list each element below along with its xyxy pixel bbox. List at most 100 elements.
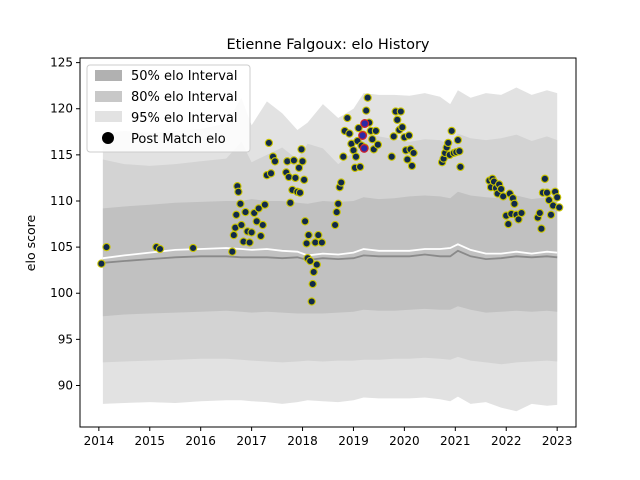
y-tick-label: 95 (58, 332, 73, 346)
y-axis-label: elo score (23, 215, 38, 272)
post-match-point (284, 172, 293, 182)
post-match-point (232, 210, 241, 219)
post-match-point (396, 107, 405, 116)
post-match-point (444, 138, 453, 148)
post-match-point (102, 242, 111, 252)
post-match-point (354, 123, 363, 133)
x-tick-label: 2014 (84, 434, 115, 448)
x-tick-label: 2018 (287, 434, 318, 448)
legend-label-post-match: Post Match elo (131, 132, 226, 147)
axes-frame (79, 57, 577, 428)
post-match-point (517, 208, 526, 218)
y-tick-label: 90 (58, 378, 73, 392)
legend-label-50: 50% elo Interval (131, 69, 238, 84)
legend-box (86, 64, 251, 153)
post-match-point (317, 238, 327, 247)
post-match-point (241, 207, 250, 217)
x-tick-label: 2015 (134, 434, 165, 448)
post-match-point (362, 106, 371, 115)
post-match-point (307, 297, 316, 306)
post-match-point (229, 230, 238, 240)
post-match-point (298, 157, 307, 166)
post-match-point (264, 138, 274, 148)
post-match-point (343, 113, 352, 123)
y-axis-ticks: 90 95 100 105 110 115 120 125 (50, 56, 80, 392)
post-match-point (510, 199, 519, 208)
post-match-point (258, 220, 267, 230)
post-match-point (404, 131, 414, 140)
post-match-point (334, 199, 343, 208)
post-match-point (295, 188, 305, 197)
interval-bands (102, 87, 558, 412)
x-tick-label: 2016 (185, 434, 216, 448)
post-match-point (299, 175, 309, 184)
post-match-point (312, 260, 321, 269)
post-match-point (555, 203, 564, 212)
post-match-point (300, 217, 310, 226)
post-match-point (447, 126, 456, 136)
mean-line (102, 243, 558, 260)
x-tick-label: 2017 (236, 434, 267, 448)
post-match-point (294, 163, 304, 172)
post-match-point (260, 200, 270, 209)
post-match-point (453, 135, 463, 145)
post-match-point (393, 115, 402, 124)
post-match-point (496, 184, 506, 194)
post-match-point (155, 244, 165, 254)
post-match-point (537, 224, 546, 233)
y-tick-label: 115 (50, 148, 73, 162)
center-lines (102, 243, 558, 264)
post-match-point (309, 267, 318, 277)
post-match-point (308, 279, 317, 289)
post-match-point (314, 230, 323, 240)
post-match-point (291, 173, 300, 183)
post-match-point (540, 174, 550, 183)
post-match-point (254, 204, 263, 213)
post-match-point (398, 123, 407, 132)
x-tick-label: 2021 (440, 434, 471, 448)
post-match-point (387, 152, 396, 161)
post-match-point (351, 152, 361, 161)
post-match-point (371, 126, 381, 136)
post-match-point-highlight (359, 143, 369, 153)
post-match-point (286, 198, 295, 207)
post-match-point (553, 193, 562, 202)
post-match-point-highlight (358, 131, 368, 140)
post-match-point (256, 231, 265, 241)
post-match-point (455, 147, 464, 156)
post-match-point (355, 162, 365, 172)
chart-title: Etienne Falgoux: elo History (227, 37, 430, 53)
x-tick-label: 2022 (491, 434, 522, 448)
median-line (102, 249, 558, 264)
post-match-point (332, 207, 341, 217)
y-tick-label: 110 (50, 194, 73, 208)
y-tick-label: 120 (50, 102, 73, 116)
legend-swatch-80 (95, 91, 122, 102)
post-match-point (237, 220, 246, 230)
post-match-point (546, 210, 556, 219)
y-tick-label: 100 (50, 286, 73, 300)
post-match-points (97, 93, 564, 306)
post-match-point (289, 156, 299, 165)
post-match-point (407, 161, 417, 171)
post-match-point (234, 187, 243, 196)
post-match-point (228, 247, 237, 256)
post-match-point (535, 208, 544, 218)
post-match-point (283, 157, 292, 166)
x-tick-label: 2023 (542, 434, 573, 448)
post-match-point (544, 195, 554, 205)
post-match-point (252, 217, 261, 226)
legend: 50% elo Interval 80% elo Interval 95% el… (86, 64, 251, 153)
y-tick-label: 105 (50, 240, 73, 254)
post-match-point (306, 256, 315, 266)
legend-swatch-50 (95, 70, 122, 81)
post-match-point (403, 155, 412, 164)
post-match-point (363, 93, 372, 102)
x-tick-label: 2020 (389, 434, 420, 448)
post-match-point (247, 228, 256, 237)
post-match-point (456, 162, 465, 172)
x-tick-label: 2019 (338, 434, 369, 448)
post-match-point (97, 259, 106, 268)
post-match-point (368, 135, 377, 144)
